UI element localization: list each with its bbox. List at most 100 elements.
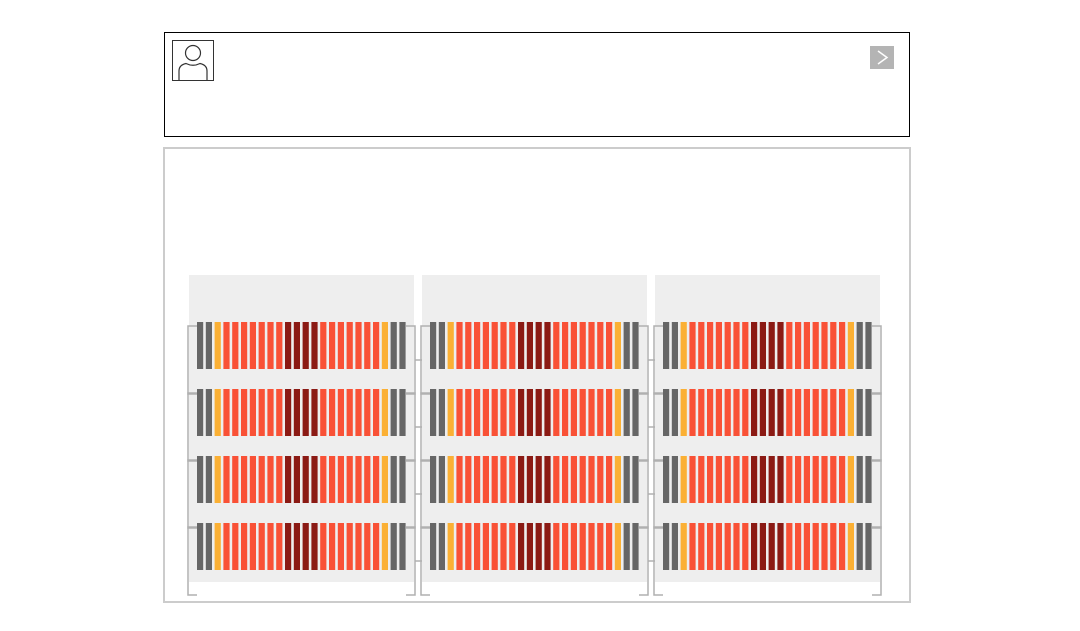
- slot-red[interactable]: [715, 322, 722, 369]
- slot-red[interactable]: [456, 523, 463, 570]
- slot-gray[interactable]: [197, 456, 204, 503]
- slot-gray[interactable]: [865, 523, 872, 570]
- slot-red[interactable]: [588, 456, 595, 503]
- slot-gray[interactable]: [430, 523, 437, 570]
- slot-red[interactable]: [606, 456, 613, 503]
- slot-gray[interactable]: [865, 322, 872, 369]
- slot-yellow[interactable]: [614, 523, 621, 570]
- slot-dark[interactable]: [544, 322, 551, 369]
- slot-red[interactable]: [258, 389, 265, 436]
- slot-red[interactable]: [500, 523, 507, 570]
- slot-dark[interactable]: [759, 389, 766, 436]
- slot-dark[interactable]: [285, 322, 292, 369]
- slot-gray[interactable]: [438, 389, 445, 436]
- slot-red[interactable]: [733, 322, 740, 369]
- slot-dark[interactable]: [751, 523, 758, 570]
- slot-dark[interactable]: [751, 389, 758, 436]
- slot-gray[interactable]: [430, 456, 437, 503]
- slot-red[interactable]: [241, 389, 248, 436]
- slot-red[interactable]: [570, 523, 577, 570]
- slot-dark[interactable]: [759, 456, 766, 503]
- slot-red[interactable]: [839, 389, 846, 436]
- slot-gray[interactable]: [197, 389, 204, 436]
- slot-yellow[interactable]: [847, 389, 854, 436]
- slot-red[interactable]: [465, 322, 472, 369]
- slot-yellow[interactable]: [214, 322, 221, 369]
- slot-red[interactable]: [689, 322, 696, 369]
- slot-gray[interactable]: [205, 456, 212, 503]
- slot-red[interactable]: [689, 456, 696, 503]
- slot-dark[interactable]: [768, 322, 775, 369]
- slot-gray[interactable]: [390, 322, 397, 369]
- slot-red[interactable]: [579, 456, 586, 503]
- slot-red[interactable]: [491, 456, 498, 503]
- slot-red[interactable]: [500, 389, 507, 436]
- slot-red[interactable]: [223, 523, 230, 570]
- slot-red[interactable]: [500, 322, 507, 369]
- slot-red[interactable]: [839, 456, 846, 503]
- slot-dark[interactable]: [293, 456, 300, 503]
- slot-yellow[interactable]: [447, 456, 454, 503]
- slot-red[interactable]: [597, 389, 604, 436]
- slot-yellow[interactable]: [214, 389, 221, 436]
- slot-gray[interactable]: [205, 523, 212, 570]
- slot-red[interactable]: [491, 523, 498, 570]
- slot-dark[interactable]: [302, 523, 309, 570]
- slot-red[interactable]: [364, 456, 371, 503]
- slot-red[interactable]: [346, 389, 353, 436]
- slot-red[interactable]: [355, 523, 362, 570]
- avatar[interactable]: [172, 40, 214, 81]
- slot-red[interactable]: [241, 322, 248, 369]
- slot-dark[interactable]: [777, 389, 784, 436]
- slot-red[interactable]: [715, 456, 722, 503]
- slot-yellow[interactable]: [847, 322, 854, 369]
- slot-red[interactable]: [482, 322, 489, 369]
- slot-gray[interactable]: [632, 322, 639, 369]
- slot-gray[interactable]: [197, 523, 204, 570]
- slot-dark[interactable]: [302, 322, 309, 369]
- slot-red[interactable]: [267, 523, 274, 570]
- slot-yellow[interactable]: [447, 523, 454, 570]
- slot-gray[interactable]: [438, 523, 445, 570]
- next-button[interactable]: [870, 46, 894, 69]
- slot-dark[interactable]: [293, 523, 300, 570]
- slot-gray[interactable]: [632, 389, 639, 436]
- slot-red[interactable]: [320, 322, 327, 369]
- slot-red[interactable]: [232, 456, 239, 503]
- slot-red[interactable]: [803, 322, 810, 369]
- slot-red[interactable]: [742, 523, 749, 570]
- slot-red[interactable]: [509, 389, 516, 436]
- slot-red[interactable]: [742, 389, 749, 436]
- slot-yellow[interactable]: [214, 523, 221, 570]
- slot-red[interactable]: [606, 389, 613, 436]
- slot-red[interactable]: [329, 389, 336, 436]
- slot-red[interactable]: [329, 322, 336, 369]
- slot-red[interactable]: [830, 523, 837, 570]
- slot-red[interactable]: [509, 523, 516, 570]
- slot-dark[interactable]: [768, 456, 775, 503]
- slot-yellow[interactable]: [381, 456, 388, 503]
- slot-red[interactable]: [258, 322, 265, 369]
- slot-red[interactable]: [562, 389, 569, 436]
- slot-red[interactable]: [707, 389, 714, 436]
- slot-dark[interactable]: [535, 322, 542, 369]
- slot-red[interactable]: [715, 389, 722, 436]
- slot-red[interactable]: [364, 523, 371, 570]
- slot-red[interactable]: [812, 322, 819, 369]
- slot-yellow[interactable]: [680, 322, 687, 369]
- slot-gray[interactable]: [865, 456, 872, 503]
- slot-red[interactable]: [267, 456, 274, 503]
- slot-yellow[interactable]: [680, 523, 687, 570]
- slot-dark[interactable]: [751, 322, 758, 369]
- slot-gray[interactable]: [205, 389, 212, 436]
- slot-dark[interactable]: [285, 389, 292, 436]
- slot-red[interactable]: [223, 456, 230, 503]
- slot-red[interactable]: [786, 456, 793, 503]
- slot-gray[interactable]: [663, 523, 670, 570]
- slot-red[interactable]: [562, 322, 569, 369]
- slot-gray[interactable]: [671, 456, 678, 503]
- slot-red[interactable]: [337, 389, 344, 436]
- slot-red[interactable]: [456, 456, 463, 503]
- slot-red[interactable]: [733, 456, 740, 503]
- slot-red[interactable]: [553, 456, 560, 503]
